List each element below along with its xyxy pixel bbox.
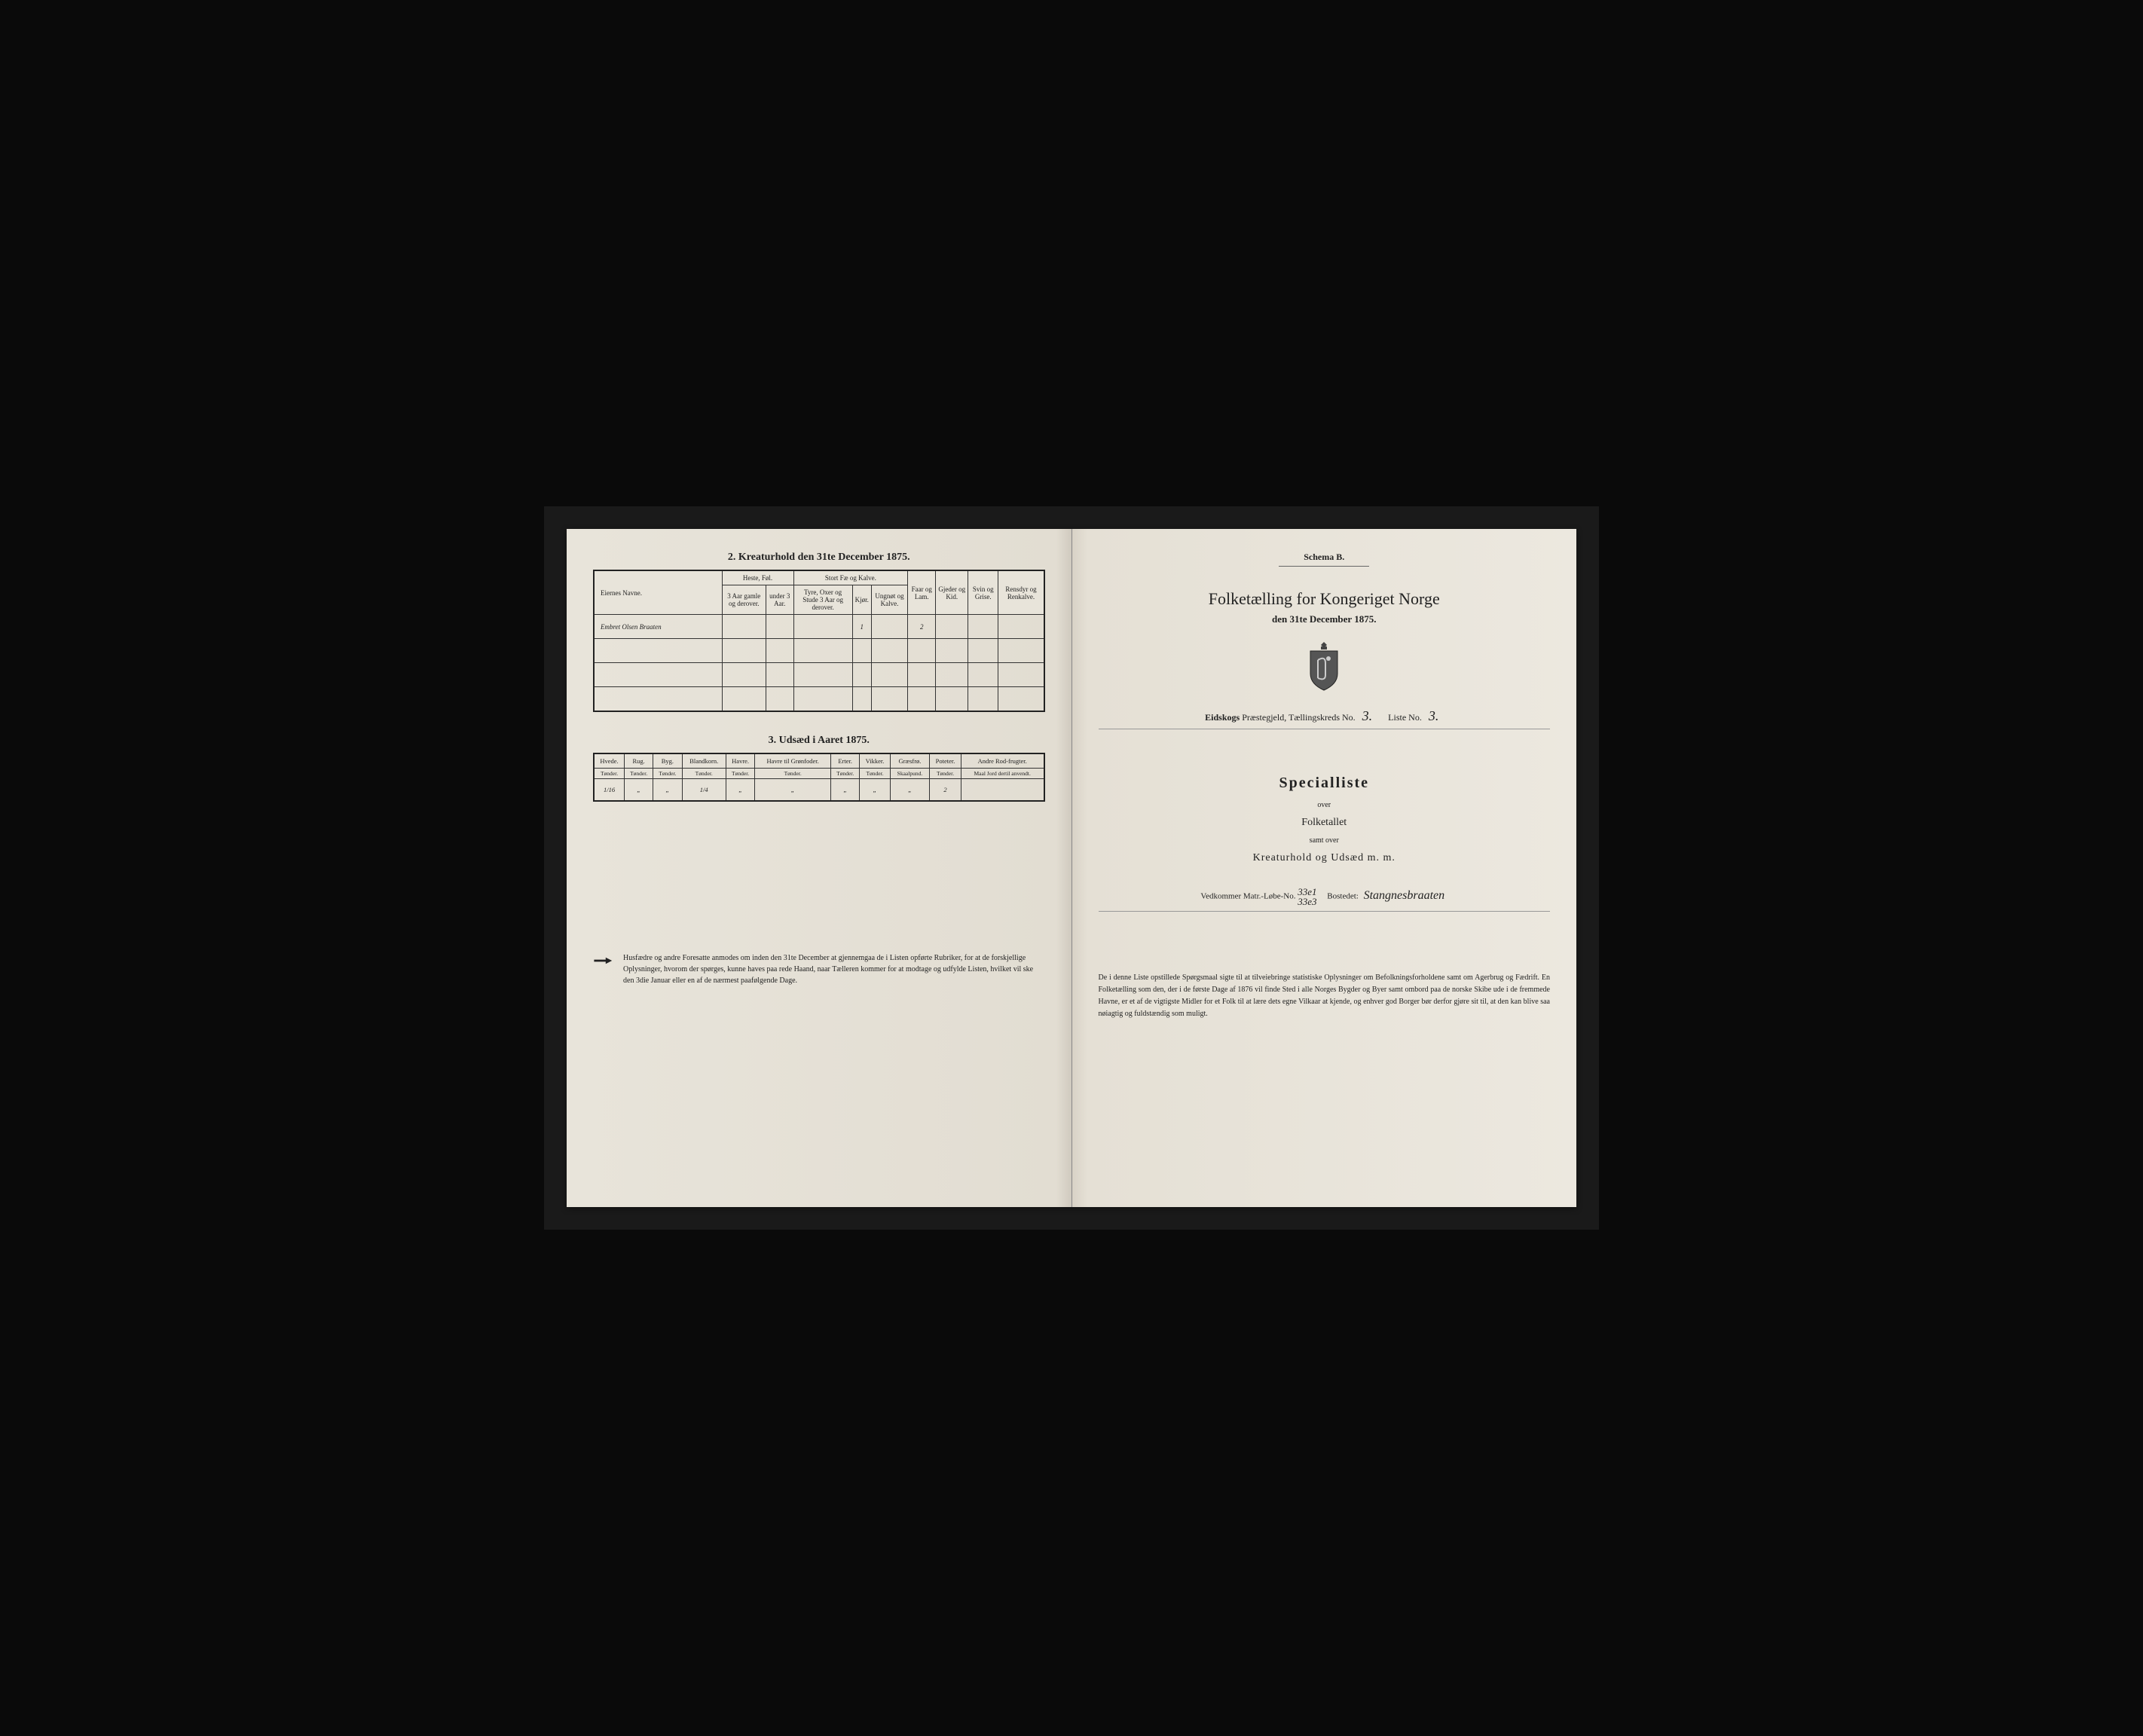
th-reindeer: Rensdyr og Renkalve. <box>998 570 1044 615</box>
specialliste-title: Specialliste <box>1099 775 1551 792</box>
livestock-table: Eiernes Navne. Heste, Føl. Stort Fæ og K… <box>593 570 1045 712</box>
th-goats: Gjeder og Kid. <box>936 570 968 615</box>
pointing-hand-icon <box>593 954 614 967</box>
liste-no: 3. <box>1424 708 1444 723</box>
cell-other-roots <box>961 778 1044 801</box>
unit-mixed: Tønder. <box>682 768 726 778</box>
left-page: 2. Kreaturhold den 31te December 1875. E… <box>567 529 1072 1207</box>
unit-rye: Tønder. <box>625 768 653 778</box>
left-footer-note: Husfædre og andre Foresatte anmodes om i… <box>593 952 1045 986</box>
table-row-empty <box>594 639 1044 663</box>
cell-barley: „ <box>653 778 682 801</box>
sowing-table: Hvede. Rug. Byg. Blandkorn. Havre. Havre… <box>593 753 1045 802</box>
cell-potatoes: 2 <box>930 778 961 801</box>
cell-sheep: 2 <box>908 615 936 639</box>
schema-label: Schema B. <box>1279 552 1369 567</box>
unit-wheat: Tønder. <box>594 768 625 778</box>
th-cattle-group: Stort Fæ og Kalve. <box>793 570 908 585</box>
cell-wheat: 1/16 <box>594 778 625 801</box>
liste-label: Liste No. <box>1388 712 1422 723</box>
unit-oats-fodder: Tønder. <box>755 768 831 778</box>
cell-vetches: „ <box>860 778 890 801</box>
district-label: Præstegjeld, Tællingskreds No. <box>1242 712 1355 723</box>
unit-roots: Maal Jord dertil anvendt. <box>961 768 1044 778</box>
th-horses-group: Heste, Føl. <box>722 570 793 585</box>
th-barley: Byg. <box>653 753 682 769</box>
right-footer-note: De i denne Liste opstillede Spørgsmaal s… <box>1099 972 1551 1020</box>
table-row: Embret Olsen Braaten 1 2 <box>594 615 1044 639</box>
right-page: Schema B. Folketælling for Kongeriget No… <box>1072 529 1577 1207</box>
census-document: 2. Kreaturhold den 31te December 1875. E… <box>567 529 1576 1207</box>
vedkommer-label: Vedkommer Matr.-Løbe-No. <box>1200 892 1295 901</box>
samt-text: samt over <box>1099 836 1551 845</box>
section2-title: 2. Kreaturhold den 31te December 1875. <box>593 552 1045 564</box>
cell-mixed: 1/4 <box>682 778 726 801</box>
th-rye: Rug. <box>625 753 653 769</box>
unit-peas: Tønder. <box>831 768 860 778</box>
table-row-empty <box>594 687 1044 711</box>
vedkommer-line: Vedkommer Matr.-Løbe-No. 33e1 33e3 Boste… <box>1099 887 1551 912</box>
unit-barley: Tønder. <box>653 768 682 778</box>
cell-young-cattle <box>871 615 907 639</box>
subtitle: den 31te December 1875. <box>1099 613 1551 625</box>
bostedet-label: Bostedet: <box>1327 892 1359 901</box>
matr-no-stack: 33e1 33e3 <box>1298 887 1316 906</box>
cell-owner: Embret Olsen Braaten <box>594 615 722 639</box>
th-mixed: Blandkorn. <box>682 753 726 769</box>
th-oats-fodder: Havre til Grønfoder. <box>755 753 831 769</box>
th-bulls: Tyre, Oxer og Stude 3 Aar og derover. <box>793 585 852 615</box>
district-no: 3. <box>1358 708 1377 723</box>
district-line: Eidskogs Præstegjeld, Tællingskreds No. … <box>1099 708 1551 729</box>
footer-note-text: Husfædre og andre Foresatte anmodes om i… <box>623 952 1045 986</box>
over-text: over <box>1099 801 1551 809</box>
cell-bulls <box>793 615 852 639</box>
cell-oats-fodder: „ <box>755 778 831 801</box>
scan-frame: 2. Kreaturhold den 31te December 1875. E… <box>544 506 1599 1230</box>
unit-potatoes: Tønder. <box>930 768 961 778</box>
th-wheat: Hvede. <box>594 753 625 769</box>
th-peas: Erter. <box>831 753 860 769</box>
th-potatoes: Poteter. <box>930 753 961 769</box>
th-vetches: Vikker. <box>860 753 890 769</box>
th-grass-seed: Græsfrø. <box>890 753 929 769</box>
th-cows: Kjør. <box>852 585 871 615</box>
th-sheep: Faar og Lam. <box>908 570 936 615</box>
table-row: 1/16 „ „ 1/4 „ „ „ „ „ 2 <box>594 778 1044 801</box>
kreatur-text: Kreaturhold og Udsæd m. m. <box>1099 852 1551 864</box>
th-oats: Havre. <box>726 753 754 769</box>
folketallet: Folketallet <box>1099 817 1551 829</box>
th-young-cattle: Ungnøt og Kalve. <box>871 585 907 615</box>
th-owner: Eiernes Navne. <box>594 570 722 615</box>
cell-goats <box>936 615 968 639</box>
cell-oats: „ <box>726 778 754 801</box>
bostedet: Stangnesbraaten <box>1361 889 1448 902</box>
cell-horses-young <box>766 615 793 639</box>
table-row-empty <box>594 663 1044 687</box>
unit-oats: Tønder. <box>726 768 754 778</box>
coat-of-arms-icon <box>1301 640 1347 693</box>
unit-grass: Skaalpund. <box>890 768 929 778</box>
main-title: Folketælling for Kongeriget Norge <box>1099 589 1551 609</box>
th-pigs: Svin og Grise. <box>968 570 998 615</box>
district-prefix: Eidskogs <box>1205 712 1240 723</box>
th-horses-old: 3 Aar gamle og derover. <box>722 585 766 615</box>
th-horses-young: under 3 Aar. <box>766 585 793 615</box>
cell-grass-seed: „ <box>890 778 929 801</box>
matr-no-2: 33e3 <box>1298 896 1316 907</box>
section3-title: 3. Udsæd i Aaret 1875. <box>593 735 1045 747</box>
cell-rye: „ <box>625 778 653 801</box>
cell-horses-old <box>722 615 766 639</box>
th-other-roots: Andre Rod-frugter. <box>961 753 1044 769</box>
unit-vetches: Tønder. <box>860 768 890 778</box>
cell-cows: 1 <box>852 615 871 639</box>
cell-pigs <box>968 615 998 639</box>
cell-reindeer <box>998 615 1044 639</box>
cell-peas: „ <box>831 778 860 801</box>
